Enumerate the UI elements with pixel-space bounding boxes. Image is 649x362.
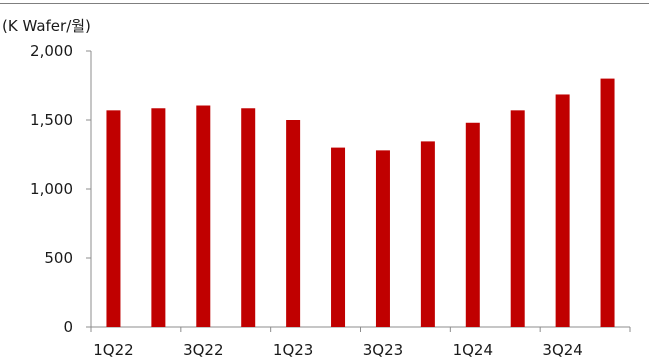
bar-3Q23 bbox=[375, 150, 390, 327]
bar-1Q24 bbox=[465, 122, 480, 327]
bars bbox=[106, 78, 615, 328]
x-tick-label: 1Q24 bbox=[453, 341, 493, 359]
bar-3Q22 bbox=[196, 105, 211, 327]
x-axis-group: 1Q22 3Q22 1Q23 3Q23 1Q24 3Q24 bbox=[90, 326, 631, 359]
unit-label: (K Wafer/월) bbox=[2, 17, 91, 35]
bar-2Q22 bbox=[151, 108, 166, 328]
x-tick-label: 3Q23 bbox=[363, 341, 403, 359]
bar-1Q22 bbox=[106, 110, 121, 327]
y-tick-label: 1,500 bbox=[30, 111, 73, 129]
x-ticks: 1Q22 3Q22 1Q23 3Q23 1Q24 3Q24 bbox=[90, 327, 631, 359]
x-tick-label: 3Q22 bbox=[183, 341, 223, 359]
top-rule bbox=[0, 3, 649, 4]
bar-3Q24 bbox=[555, 94, 570, 327]
y-tick-label: 0 bbox=[63, 318, 73, 336]
y-tick-label: 2,000 bbox=[30, 42, 73, 60]
y-tick-label: 500 bbox=[44, 249, 73, 267]
bar-4Q22 bbox=[241, 108, 256, 328]
x-tick-label: 1Q23 bbox=[273, 341, 313, 359]
y-tick-label: 1,000 bbox=[30, 180, 73, 198]
y-ticks: 0 500 1,000 1,500 2,000 bbox=[30, 42, 91, 336]
y-axis-group: 0 500 1,000 1,500 2,000 bbox=[30, 42, 92, 336]
bar-1Q23 bbox=[286, 120, 301, 327]
bar-4Q24 bbox=[600, 78, 615, 327]
bar-2Q24 bbox=[510, 110, 525, 327]
x-tick-label: 3Q24 bbox=[542, 341, 582, 359]
bar-4Q23 bbox=[420, 141, 435, 327]
bar-2Q23 bbox=[331, 147, 346, 327]
x-tick-label: 1Q22 bbox=[93, 341, 133, 359]
